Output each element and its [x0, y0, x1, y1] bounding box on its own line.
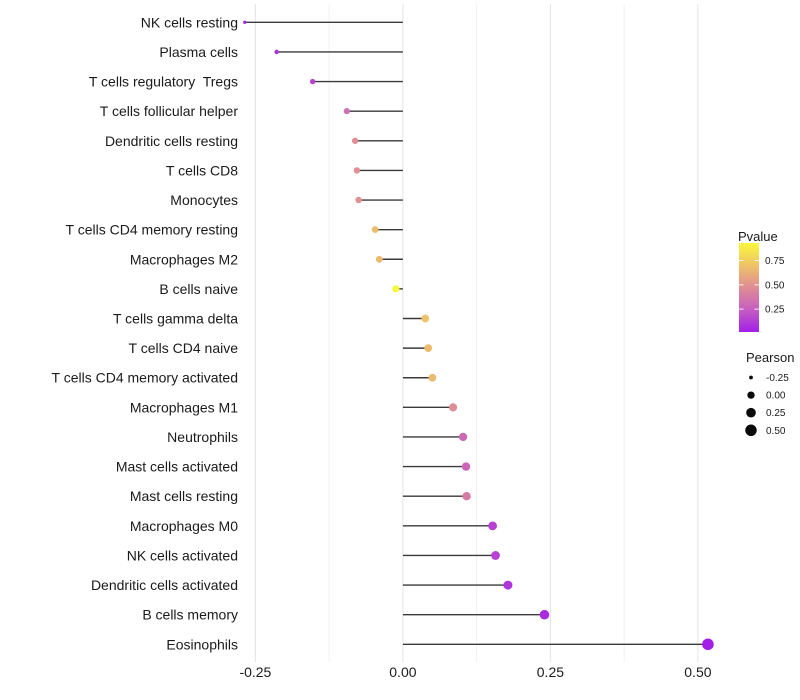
y-axis-category-label: Eosinophils [166, 636, 238, 652]
y-axis-category-label: NK cells resting [141, 14, 238, 30]
pearson-legend-item-label: 0.00 [766, 391, 786, 402]
lollipop-dot [274, 49, 279, 55]
y-axis-category-label: T cells gamma delta [113, 311, 238, 327]
y-axis-category-label: Dendritic cells resting [105, 133, 238, 149]
y-axis-category-label: T cells CD4 naive [129, 340, 239, 356]
y-axis-category-label: Mast cells resting [130, 488, 238, 504]
pvalue-legend-tick-label: 0.75 [765, 256, 785, 267]
lollipop-dot [392, 285, 400, 293]
y-axis-category-label: T cells CD4 memory resting [66, 222, 238, 238]
lollipop-dot [371, 226, 379, 234]
pvalue-colorbar [739, 243, 759, 332]
y-axis-category-label: Plasma cells [159, 44, 238, 60]
lollipop-dot [458, 432, 468, 442]
lollipop-dot [461, 462, 471, 471]
pvalue-legend-tick-label: 0.50 [765, 280, 785, 291]
pearson-legend-dot [747, 391, 755, 399]
pearson-legend-dot [745, 424, 757, 437]
lollipop-dot [351, 137, 359, 144]
lollipop-sticks-group [244, 21, 708, 646]
pearson-legend-dot [749, 375, 753, 380]
y-axis-category-label: T cells regulatory Tregs [89, 74, 238, 90]
y-axis-category-label: B cells memory [142, 607, 238, 623]
gridlines-group [254, 4, 699, 662]
lollipop-dot [421, 314, 430, 323]
lollipop-dot [375, 255, 383, 263]
lollipop-dot [428, 373, 437, 382]
lollipop-dot [343, 108, 350, 115]
lollipop-dot [488, 521, 497, 531]
y-axis-category-label: Mast cells activated [116, 459, 238, 475]
x-axis-labels-group: -0.25 0.00 0.25 0.50 [239, 664, 711, 680]
x-axis-tick-label: 0.25 [537, 664, 564, 680]
lollipop-dot [539, 609, 550, 620]
x-axis-tick-label: 0.00 [389, 664, 416, 680]
lollipop-dot [424, 344, 433, 352]
y-axis-category-label: B cells naive [159, 281, 238, 297]
pvalue-legend-title: Pvalue [738, 229, 778, 244]
lollipop-dot [491, 551, 500, 560]
y-axis-category-label: Monocytes [170, 192, 238, 208]
x-axis-tick-label: -0.25 [239, 664, 271, 680]
lollipop-dot [243, 20, 247, 24]
pearson-legend-item-label: 0.50 [766, 426, 786, 437]
lollipop-dot [702, 638, 714, 651]
y-axis-category-label: T cells CD8 [166, 162, 238, 178]
y-axis-category-label: Macrophages M1 [130, 399, 238, 415]
y-axis-category-label: Macrophages M0 [130, 518, 238, 534]
pearson-legend-item-label: -0.25 [766, 373, 789, 384]
lollipop-dot [353, 167, 361, 174]
lollipop-dot [355, 196, 362, 204]
lollipop-dot [503, 580, 513, 590]
y-axis-category-label: T cells follicular helper [100, 103, 239, 119]
lollipop-dot [309, 78, 316, 85]
y-axis-category-label: Dendritic cells activated [91, 577, 238, 593]
y-axis-category-label: Macrophages M2 [130, 251, 238, 267]
y-axis-labels-group: NK cells resting Plasma cells T cells regu… [52, 14, 239, 652]
y-axis-category-label: Neutrophils [167, 429, 238, 445]
lollipop-dot [448, 403, 458, 412]
pearson-legend-title: Pearson [746, 350, 794, 365]
y-axis-category-label: NK cells activated [127, 547, 238, 563]
lollipop-dot [462, 492, 471, 501]
lollipop-dots-group [243, 20, 714, 651]
legend-group: Pvalue Pearson 0.75 0.50 0.25 -0.25 0.00 0.25… [738, 229, 794, 437]
y-axis-category-label: T cells CD4 memory activated [52, 370, 238, 386]
pearson-legend-item-label: 0.25 [766, 408, 786, 419]
pvalue-legend-tick-label: 0.25 [765, 305, 785, 316]
x-axis-tick-label: 0.50 [684, 664, 711, 680]
pearson-legend-dot [746, 407, 756, 418]
